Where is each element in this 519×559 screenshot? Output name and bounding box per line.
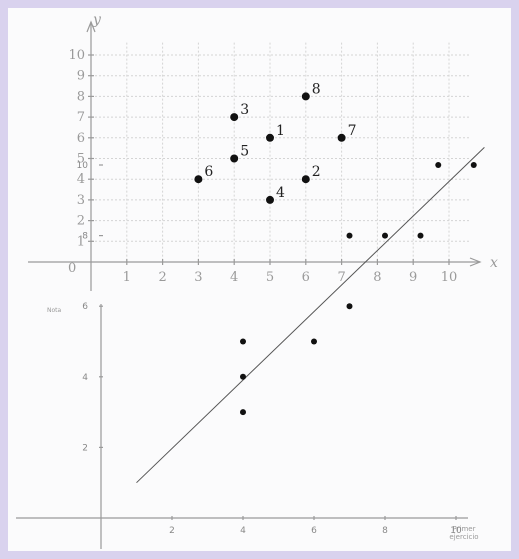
point-label-8: 8 [312,81,321,97]
point-label-3: 3 [240,102,249,118]
data-point-2-0 [240,409,246,416]
x-tick-label-0: 1 [123,270,131,285]
x-tick-label-8: 9 [409,270,417,285]
point-label-6: 6 [204,164,213,180]
x2-tick-label-3: 8 [382,526,388,536]
data-point-4 [266,195,274,204]
data-point-7 [337,133,346,142]
y-axis-arrow [86,20,96,33]
y-tick-label-0: 1 [77,234,85,249]
y-tick-label-3: 4 [77,172,85,187]
data-point-2-9 [470,162,477,168]
data-point-2-6 [382,232,388,239]
origin-label: 0 [68,261,76,276]
data-point-2-4 [346,303,353,310]
x-axis-label-2-line1: Primer [453,525,476,533]
data-point-2-7 [417,232,424,239]
y-tick-label-5: 6 [77,131,85,146]
y-tick-label-8: 9 [77,69,85,84]
point-label-4: 4 [276,185,285,201]
y2-tick-label-3: 8 [82,232,88,242]
y2-tick-label-4: 10 [77,161,89,171]
data-point-2-8 [435,162,442,168]
data-point-8 [301,92,310,101]
y-axis-label-2: Nota [47,307,62,314]
data-point-2-3 [311,338,317,345]
y-axis-label: y [92,12,102,28]
y-tick-label-2: 3 [77,193,85,208]
x2-tick-label-4: 10 [450,526,462,536]
x-axis-arrow [469,257,482,267]
y2-tick-label-2: 6 [82,302,88,312]
x-tick-label-2: 3 [194,270,202,285]
point-label-1: 1 [276,123,285,139]
data-point-1 [266,133,274,142]
x-tick-label-4: 5 [266,270,274,285]
data-point-3 [230,113,239,122]
regression-line [136,146,485,484]
data-point-2-5 [346,232,353,239]
data-point-5 [230,154,239,163]
x2-tick-label-2: 6 [311,526,317,536]
x2-tick-label-0: 2 [169,526,175,536]
x-tick-label-7: 8 [373,270,381,285]
point-label-5: 5 [240,144,249,160]
y-tick-label-6: 7 [77,110,85,125]
x-tick-label-3: 4 [230,270,238,285]
x2-tick-label-1: 4 [240,526,246,536]
y2-tick-label-1: 4 [82,373,88,383]
x-axis-label: x [490,255,498,271]
data-point-2-2 [240,338,246,345]
y2-tick-label-0: 2 [82,443,88,453]
y-tick-label-4: 5 [77,152,85,167]
x-tick-label-9: 10 [441,270,458,285]
point-label-7: 7 [348,123,357,139]
x-tick-label-1: 2 [158,270,166,285]
x-axis-label-2-line2: ejercicio [449,533,478,541]
x-tick-label-5: 6 [302,270,310,285]
chart-frame: x y 0 1 2 3 4 5 6 7 8 9 10 1 2 3 4 5 6 7 8 9 10 1 2 3 4 5 6 7 8 Nota Pr… [8,8,511,551]
data-point-2 [301,175,310,184]
y-tick-label-7: 8 [77,89,85,104]
data-point-2-1 [240,373,246,380]
y-tick-label-9: 10 [68,48,85,63]
point-label-2: 2 [312,164,321,180]
x-tick-label-6: 7 [337,270,345,285]
data-point-6 [194,175,203,184]
y-tick-label-1: 2 [77,214,85,229]
